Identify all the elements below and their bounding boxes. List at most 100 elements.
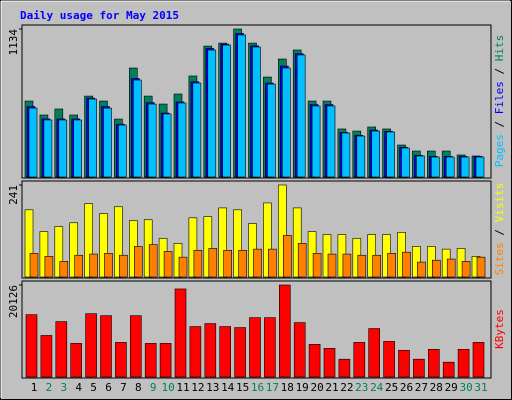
bar (338, 358, 351, 378)
x-tick-label: 21 (325, 381, 338, 394)
bar (55, 321, 68, 378)
bar (267, 83, 276, 178)
bar (387, 253, 396, 278)
bar (103, 107, 112, 178)
bar (292, 207, 302, 278)
bar (203, 216, 213, 278)
x-tick-label: 10 (161, 381, 174, 394)
bar (28, 107, 38, 178)
bar (177, 102, 187, 178)
bar (159, 343, 172, 378)
bar (208, 248, 218, 278)
x-tick-label: 16 (251, 381, 264, 394)
y-tick-label: 241 (7, 185, 20, 205)
bar (118, 124, 127, 178)
bar (430, 156, 440, 178)
bar (326, 105, 336, 178)
bar (29, 253, 39, 278)
bar (308, 344, 321, 378)
bar (277, 184, 287, 278)
bar (413, 358, 425, 378)
bar (134, 246, 143, 278)
bar (311, 105, 321, 178)
bar (293, 322, 306, 378)
bar (371, 130, 381, 178)
x-tick-label: 25 (385, 381, 398, 394)
bar (59, 261, 69, 278)
bar (341, 132, 351, 178)
bar (233, 209, 242, 278)
x-tick-label: 15 (236, 381, 249, 394)
bar (461, 261, 471, 278)
bar (54, 226, 64, 278)
bar (74, 254, 83, 278)
bar (188, 217, 198, 278)
bar (207, 49, 217, 178)
legend-separator: / (493, 114, 506, 134)
x-tick-label: 3 (60, 381, 67, 394)
x-tick-label: 1 (31, 381, 38, 394)
x-tick-label: 27 (415, 381, 428, 394)
legend-separator: / (493, 222, 506, 242)
bar (249, 317, 261, 378)
bar (100, 315, 112, 378)
x-tick-label: 6 (105, 381, 112, 394)
bar (327, 253, 337, 278)
bar (356, 135, 366, 178)
bar (192, 82, 202, 178)
legend: Sites / Visits (493, 183, 506, 276)
x-tick-label: 31 (474, 381, 487, 394)
bar (85, 313, 97, 378)
bar (431, 259, 441, 278)
chart-title: Daily usage for May 2015 (20, 9, 179, 22)
bar (84, 203, 93, 278)
bar (193, 249, 203, 278)
bar (296, 54, 306, 178)
bar (58, 119, 68, 178)
x-tick-label: 11 (176, 381, 189, 394)
bar (398, 349, 410, 378)
x-tick-label: 14 (221, 381, 235, 394)
bar (147, 103, 157, 178)
bar (297, 243, 307, 278)
bar (89, 253, 98, 278)
bar (416, 155, 425, 178)
bar (218, 207, 227, 278)
x-tick-label: 23 (355, 381, 368, 394)
legend-entry: Hits (493, 35, 506, 62)
bar (278, 284, 291, 378)
bar (133, 79, 142, 178)
bar (475, 156, 485, 178)
bar (70, 343, 82, 378)
bar (238, 249, 247, 278)
bar (417, 261, 426, 278)
bar (281, 67, 291, 178)
x-tick-label: 5 (90, 381, 97, 394)
bar (25, 314, 38, 378)
y-tick-label: 1134 (7, 29, 20, 56)
bar (412, 246, 421, 278)
bar (460, 156, 470, 178)
x-tick-label: 8 (135, 381, 142, 394)
bar (357, 254, 367, 278)
bar (114, 206, 123, 278)
bar (178, 256, 188, 278)
bar (457, 349, 470, 378)
x-tick-label: 18 (281, 381, 294, 394)
bar (237, 34, 246, 178)
legend-entry: Pages (493, 134, 506, 167)
bar (353, 342, 366, 378)
bar (383, 341, 395, 378)
bar (115, 342, 127, 378)
bar (189, 326, 202, 378)
bar (252, 46, 261, 178)
bar (39, 231, 49, 278)
bar (368, 328, 381, 378)
bar (44, 256, 54, 278)
bar (386, 131, 395, 178)
bar (312, 253, 322, 278)
x-tick-label: 19 (296, 381, 309, 394)
x-tick-label: 28 (430, 381, 443, 394)
bar (104, 253, 113, 278)
